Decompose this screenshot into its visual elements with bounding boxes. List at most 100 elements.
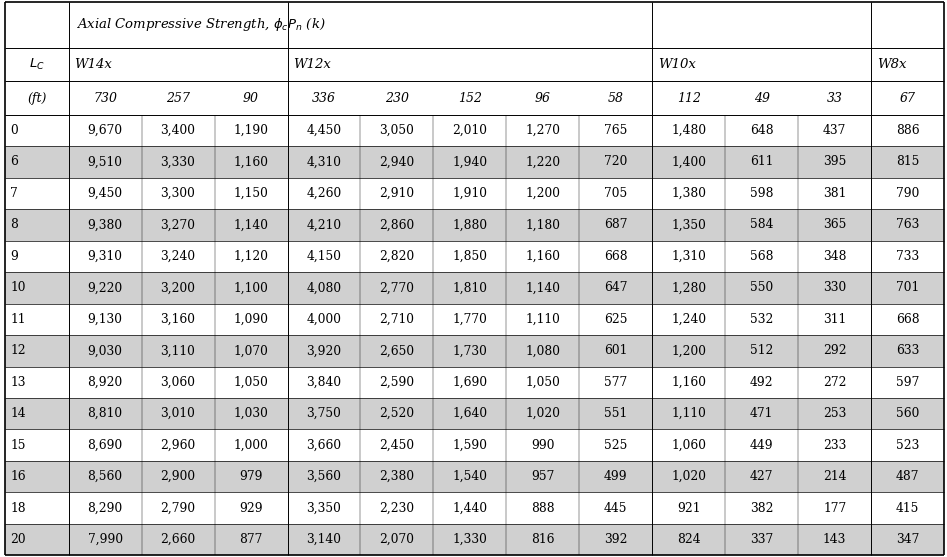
Text: 8,690: 8,690: [87, 439, 123, 452]
Text: 1,770: 1,770: [453, 313, 488, 326]
Text: 3,010: 3,010: [161, 407, 195, 420]
Text: 445: 445: [604, 502, 628, 515]
Text: 633: 633: [896, 344, 920, 357]
Text: 471: 471: [750, 407, 774, 420]
Text: W10x: W10x: [658, 58, 696, 71]
Text: 1,200: 1,200: [526, 187, 561, 200]
Text: 2,010: 2,010: [453, 124, 488, 137]
Text: 4,080: 4,080: [307, 281, 342, 294]
Text: 597: 597: [896, 376, 920, 389]
Text: 449: 449: [750, 439, 774, 452]
Text: 1,590: 1,590: [453, 439, 488, 452]
Text: 1,030: 1,030: [234, 407, 268, 420]
Text: 499: 499: [604, 470, 628, 483]
Text: 112: 112: [677, 91, 701, 105]
Text: 152: 152: [458, 91, 482, 105]
Text: 2,820: 2,820: [380, 250, 415, 263]
Text: 8,290: 8,290: [87, 502, 123, 515]
Text: 143: 143: [823, 533, 847, 546]
Text: 15: 15: [10, 439, 26, 452]
Text: 4,260: 4,260: [307, 187, 342, 200]
Text: 6: 6: [10, 155, 18, 168]
Text: 3,050: 3,050: [380, 124, 415, 137]
Text: 765: 765: [604, 124, 628, 137]
Text: 3,200: 3,200: [161, 281, 196, 294]
Text: 3,660: 3,660: [307, 439, 342, 452]
Text: 1,910: 1,910: [453, 187, 488, 200]
Text: 3,300: 3,300: [161, 187, 195, 200]
Text: 1,380: 1,380: [671, 187, 706, 200]
Text: 96: 96: [535, 91, 551, 105]
Text: 1,810: 1,810: [453, 281, 488, 294]
Text: 577: 577: [604, 376, 628, 389]
Text: 1,120: 1,120: [234, 250, 269, 263]
Text: 733: 733: [896, 250, 920, 263]
Text: 1,060: 1,060: [671, 439, 706, 452]
Text: 601: 601: [604, 344, 628, 357]
Text: 3,840: 3,840: [307, 376, 342, 389]
Text: 10: 10: [10, 281, 26, 294]
Text: 1,280: 1,280: [671, 281, 706, 294]
Text: 381: 381: [823, 187, 847, 200]
Text: $L_C$: $L_C$: [28, 57, 45, 72]
Text: 257: 257: [166, 91, 190, 105]
Text: 311: 311: [823, 313, 847, 326]
Text: 3,140: 3,140: [307, 533, 342, 546]
Text: 4,450: 4,450: [307, 124, 342, 137]
Text: 365: 365: [823, 218, 847, 231]
Text: 20: 20: [10, 533, 26, 546]
Text: 525: 525: [604, 439, 628, 452]
Bar: [5, 524, 944, 555]
Text: 1,540: 1,540: [453, 470, 488, 483]
Text: 67: 67: [900, 91, 916, 105]
Text: 347: 347: [896, 533, 920, 546]
Text: 1,150: 1,150: [234, 187, 268, 200]
Text: 816: 816: [531, 533, 555, 546]
Text: 1,480: 1,480: [671, 124, 706, 137]
Text: 929: 929: [240, 502, 263, 515]
Text: 1,110: 1,110: [671, 407, 706, 420]
Text: 9,030: 9,030: [87, 344, 122, 357]
Text: 230: 230: [384, 91, 409, 105]
Text: 330: 330: [823, 281, 847, 294]
Text: 1,220: 1,220: [526, 155, 561, 168]
Text: 9,220: 9,220: [87, 281, 123, 294]
Text: 2,590: 2,590: [380, 376, 415, 389]
Text: 886: 886: [896, 124, 920, 137]
Text: 337: 337: [750, 533, 774, 546]
Text: 395: 395: [823, 155, 847, 168]
Text: 336: 336: [312, 91, 336, 105]
Text: 8,920: 8,920: [87, 376, 123, 389]
Text: 1,880: 1,880: [453, 218, 488, 231]
Text: 3,060: 3,060: [161, 376, 196, 389]
Text: 560: 560: [896, 407, 920, 420]
Text: 1,160: 1,160: [671, 376, 706, 389]
Text: 1,050: 1,050: [234, 376, 268, 389]
Text: 3,330: 3,330: [161, 155, 195, 168]
Text: 8,810: 8,810: [87, 407, 123, 420]
Text: 7,990: 7,990: [87, 533, 123, 546]
Text: 584: 584: [750, 218, 774, 231]
Text: 4,210: 4,210: [307, 218, 342, 231]
Text: (ft): (ft): [27, 91, 46, 105]
Text: 214: 214: [823, 470, 847, 483]
Bar: [5, 146, 944, 178]
Text: 1,090: 1,090: [234, 313, 269, 326]
Text: 3,350: 3,350: [307, 502, 342, 515]
Text: 1,140: 1,140: [526, 281, 561, 294]
Text: 1,240: 1,240: [671, 313, 706, 326]
Text: 921: 921: [677, 502, 701, 515]
Text: 233: 233: [823, 439, 847, 452]
Text: 1,000: 1,000: [234, 439, 268, 452]
Text: 1,270: 1,270: [526, 124, 561, 137]
Text: 90: 90: [243, 91, 259, 105]
Text: 2,960: 2,960: [160, 439, 196, 452]
Text: 1,730: 1,730: [453, 344, 488, 357]
Text: 1,160: 1,160: [234, 155, 269, 168]
Text: 1,140: 1,140: [234, 218, 269, 231]
Bar: [5, 272, 944, 304]
Text: 1,110: 1,110: [526, 313, 561, 326]
Text: 4,150: 4,150: [307, 250, 342, 263]
Text: 2,900: 2,900: [160, 470, 196, 483]
Text: 877: 877: [240, 533, 262, 546]
